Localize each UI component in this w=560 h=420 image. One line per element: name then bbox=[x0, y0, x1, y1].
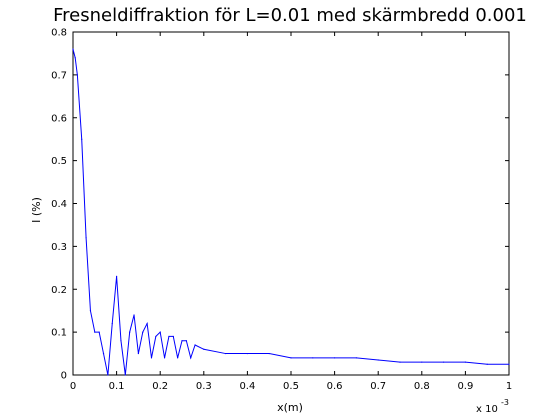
y-tick-label: 0.5 bbox=[51, 156, 67, 167]
data-point bbox=[246, 352, 248, 355]
data-point bbox=[137, 352, 139, 355]
data-point bbox=[146, 322, 148, 325]
x-axis: 0 0.1 0.2 0.3 0.4 0.5 0.6 0.7 0.8 0.9 1 bbox=[70, 32, 512, 392]
y-tick-label: 0.6 bbox=[51, 113, 67, 124]
data-point bbox=[129, 331, 131, 333]
data-point bbox=[185, 340, 187, 342]
data-point bbox=[72, 48, 74, 50]
x-tick-label: 0.9 bbox=[457, 381, 473, 392]
series-layer bbox=[72, 48, 510, 376]
y-tick-label: 0.8 bbox=[51, 28, 67, 39]
data-point bbox=[377, 359, 379, 361]
x-tick-label: 1 bbox=[506, 381, 512, 392]
plot-area bbox=[72, 31, 510, 376]
data-point bbox=[89, 310, 92, 312]
data-point bbox=[85, 237, 87, 239]
chart-title: Fresneldiffraktion för L=0.01 med skärmb… bbox=[53, 5, 527, 26]
x-multiplier-exponent: -3 bbox=[501, 398, 509, 407]
data-point bbox=[168, 335, 170, 338]
y-tick-label: 0.2 bbox=[51, 285, 67, 296]
x-multiplier-label: x 10 bbox=[476, 404, 498, 415]
data-point bbox=[150, 357, 153, 359]
data-point bbox=[421, 361, 423, 363]
data-point bbox=[81, 138, 83, 140]
data-point bbox=[334, 357, 336, 359]
data-point bbox=[133, 314, 135, 316]
data-point bbox=[486, 363, 488, 365]
data-point bbox=[312, 357, 314, 359]
data-point bbox=[203, 348, 205, 350]
x-tick-label: 0.2 bbox=[152, 381, 168, 392]
data-point bbox=[443, 361, 445, 363]
data-point bbox=[163, 357, 166, 359]
data-point bbox=[399, 361, 401, 363]
x-tick-label: 0.7 bbox=[370, 381, 386, 392]
x-tick-label: 0.8 bbox=[414, 381, 430, 392]
data-point bbox=[355, 357, 357, 359]
data-point bbox=[98, 331, 100, 333]
data-point bbox=[155, 335, 157, 338]
y-tick-label: 0.1 bbox=[51, 328, 67, 339]
data-point bbox=[116, 275, 118, 277]
data-point bbox=[111, 322, 113, 325]
x-tick-label: 0.3 bbox=[196, 381, 212, 392]
x-tick-label: 0 bbox=[70, 381, 76, 392]
data-point bbox=[177, 357, 179, 359]
data-point bbox=[120, 340, 122, 342]
data-point bbox=[172, 335, 174, 338]
y-tick-label: 0.3 bbox=[51, 242, 67, 253]
x-tick-label: 0.5 bbox=[283, 381, 299, 392]
x-tick-label: 0.6 bbox=[327, 381, 343, 392]
x-tick-label: 0.1 bbox=[109, 381, 125, 392]
y-tick-label: 0.7 bbox=[51, 70, 67, 81]
data-point bbox=[268, 352, 270, 355]
data-point bbox=[508, 363, 510, 365]
data-point bbox=[190, 357, 192, 359]
data-point bbox=[464, 361, 466, 363]
y-axis-label: I (%) bbox=[30, 197, 43, 223]
x-axis-label: x(m) bbox=[277, 401, 303, 414]
data-point bbox=[181, 340, 183, 342]
data-point bbox=[107, 374, 109, 376]
data-point bbox=[142, 331, 144, 333]
data-point bbox=[76, 74, 78, 76]
data-point bbox=[124, 374, 126, 376]
data-point bbox=[102, 352, 105, 355]
data-point bbox=[194, 344, 196, 346]
y-tick-label: 0 bbox=[61, 371, 67, 382]
data-point bbox=[290, 357, 292, 359]
y-tick-label: 0.4 bbox=[51, 199, 67, 210]
data-point bbox=[225, 352, 227, 355]
data-point bbox=[159, 331, 161, 333]
data-point bbox=[74, 57, 76, 59]
x-tick-label: 0.4 bbox=[239, 381, 255, 392]
y-axis: 0 0.1 0.2 0.3 0.4 0.5 0.6 0.7 0.8 bbox=[51, 28, 509, 382]
data-point bbox=[94, 331, 96, 333]
